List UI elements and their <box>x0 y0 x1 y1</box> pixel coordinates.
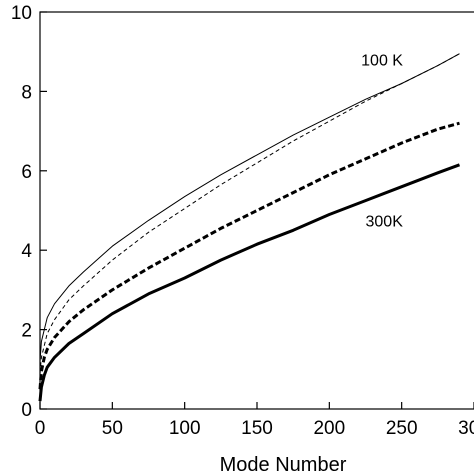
x-tick-label: 150 <box>241 418 273 439</box>
y-tick-label: 8 <box>21 82 32 103</box>
x-axis-title: Mode Number <box>220 454 347 474</box>
y-tick-label: 4 <box>21 241 32 262</box>
x-tick-label: 50 <box>102 418 123 439</box>
x-tick-label: 0 <box>35 418 46 439</box>
plot-frame <box>39 11 474 410</box>
y-tick-label: 10 <box>11 3 32 24</box>
x-tick-label: 100 <box>169 418 201 439</box>
y-tick-label: 2 <box>21 321 32 342</box>
axis-layer: 0 50 100 150 200 250 300 0 2 4 6 8 10 Mode Number <box>11 3 474 474</box>
series-layer <box>38 53 461 402</box>
series-line-3 <box>38 163 461 402</box>
series-line-0 <box>39 53 460 362</box>
x-tick-label: 200 <box>313 418 345 439</box>
series-line-2 <box>38 121 460 390</box>
annotation-label: 100 K <box>361 53 403 70</box>
x-tick-label: 300 <box>458 418 474 439</box>
y-tick-label: 6 <box>21 162 32 183</box>
annotation-label: 300K <box>366 213 404 230</box>
series-line-1 <box>39 53 460 374</box>
annotation-layer: 100 K 300K <box>361 53 403 231</box>
y-tick-label: 0 <box>21 400 32 421</box>
x-tick-label: 250 <box>386 418 418 439</box>
